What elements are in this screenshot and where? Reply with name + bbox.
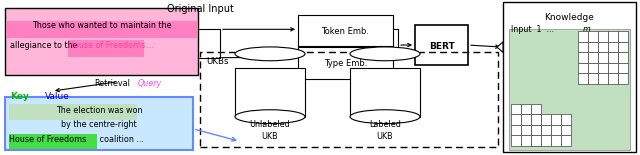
Ellipse shape — [350, 47, 420, 61]
FancyBboxPatch shape — [298, 15, 393, 46]
Bar — [578, 63, 588, 73]
Bar — [561, 125, 571, 135]
Bar — [521, 125, 531, 135]
Text: ...: ... — [144, 41, 154, 50]
Bar — [561, 135, 571, 146]
FancyBboxPatch shape — [9, 104, 137, 120]
Text: BERT: BERT — [429, 42, 454, 51]
Bar — [578, 52, 588, 63]
FancyBboxPatch shape — [298, 47, 393, 79]
Text: Input  1  ...: Input 1 ... — [511, 25, 559, 34]
Ellipse shape — [350, 110, 420, 124]
Bar — [521, 114, 531, 125]
FancyBboxPatch shape — [5, 97, 193, 150]
Bar — [598, 31, 608, 42]
Bar — [618, 73, 628, 84]
Bar — [531, 104, 541, 114]
Text: The election was won: The election was won — [56, 106, 142, 115]
Bar — [531, 135, 541, 146]
Bar — [531, 125, 541, 135]
Bar — [608, 63, 618, 73]
Text: Key: Key — [10, 92, 29, 101]
Bar — [588, 63, 598, 73]
Bar — [578, 42, 588, 52]
FancyBboxPatch shape — [68, 40, 144, 57]
Bar — [551, 135, 561, 146]
FancyBboxPatch shape — [6, 21, 197, 38]
FancyBboxPatch shape — [503, 2, 636, 152]
Bar — [235, 68, 305, 117]
FancyBboxPatch shape — [5, 8, 198, 75]
Bar — [351, 51, 420, 55]
Bar — [236, 51, 305, 55]
Text: Original Input: Original Input — [166, 4, 234, 14]
Text: Those who wanted to maintain the: Those who wanted to maintain the — [32, 21, 172, 30]
Polygon shape — [497, 42, 503, 52]
Text: House of Freedoms: House of Freedoms — [9, 135, 86, 144]
Text: Token Emb.: Token Emb. — [321, 27, 369, 36]
Bar — [541, 135, 551, 146]
Bar — [511, 125, 521, 135]
Bar — [521, 135, 531, 146]
Text: m: m — [583, 25, 591, 34]
Bar — [588, 42, 598, 52]
Bar — [618, 63, 628, 73]
Text: House of Freedoms: House of Freedoms — [68, 41, 145, 50]
Text: UKB: UKB — [262, 132, 278, 141]
Bar — [598, 63, 608, 73]
Text: Unlabeled: Unlabeled — [250, 120, 291, 129]
Bar — [618, 42, 628, 52]
Bar — [598, 73, 608, 84]
Text: Retrieval: Retrieval — [94, 79, 130, 88]
Bar — [511, 114, 521, 125]
Bar — [618, 52, 628, 63]
Bar — [531, 135, 541, 146]
Bar — [588, 31, 598, 42]
Bar — [608, 73, 618, 84]
Ellipse shape — [235, 110, 305, 124]
Ellipse shape — [235, 47, 305, 61]
Bar — [608, 42, 618, 52]
Bar — [541, 125, 551, 135]
Bar — [521, 104, 531, 114]
Bar — [578, 73, 588, 84]
Text: allegiance to the: allegiance to the — [10, 41, 80, 50]
Text: by the centre-right: by the centre-right — [61, 120, 137, 129]
Bar — [551, 114, 561, 125]
Bar — [608, 52, 618, 63]
Bar — [511, 135, 521, 146]
Text: UKB: UKB — [377, 132, 394, 141]
Bar — [531, 114, 541, 125]
Text: Knowledge: Knowledge — [545, 13, 595, 22]
Bar — [618, 31, 628, 42]
FancyBboxPatch shape — [415, 25, 468, 65]
FancyBboxPatch shape — [9, 134, 97, 149]
Bar — [511, 104, 521, 114]
Bar — [541, 114, 551, 125]
Bar — [578, 31, 588, 42]
Text: coalition ...: coalition ... — [97, 135, 144, 144]
Bar — [561, 114, 571, 125]
Text: Type Emb.: Type Emb. — [324, 59, 367, 68]
Bar — [588, 73, 598, 84]
Bar — [531, 114, 541, 125]
Bar — [551, 125, 561, 135]
Bar — [588, 52, 598, 63]
Bar — [598, 42, 608, 52]
Text: UKBs: UKBs — [206, 57, 228, 66]
FancyBboxPatch shape — [509, 29, 630, 150]
Bar — [608, 31, 618, 42]
Text: Labeled: Labeled — [369, 120, 401, 129]
Bar — [531, 125, 541, 135]
Text: Value: Value — [45, 92, 70, 101]
Bar — [350, 68, 420, 117]
Bar — [598, 52, 608, 63]
Text: Query: Query — [138, 79, 163, 88]
